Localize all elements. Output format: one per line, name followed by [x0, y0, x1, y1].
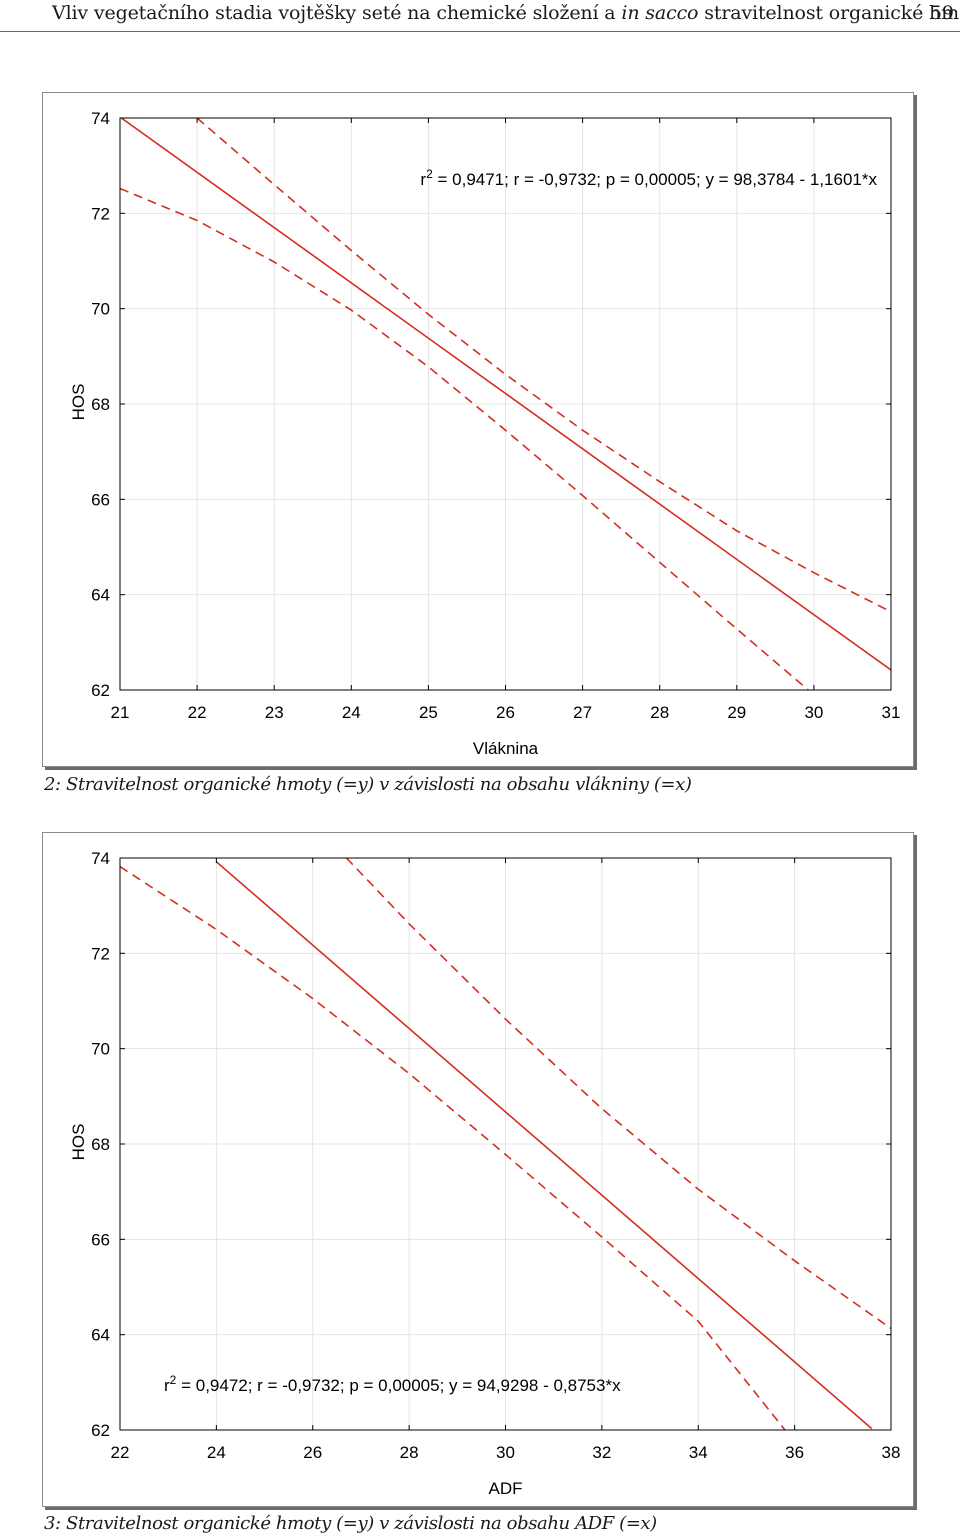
x-axis-label: Vláknina: [473, 739, 539, 758]
x-tick-label: 38: [882, 1443, 901, 1462]
x-tick-label: 26: [496, 703, 515, 722]
chart-vlaknina: 21 22 23 24 25 26 27 28 29 30 31 74 72 70 68 66 64 62 Vlák…: [69, 109, 901, 758]
y-tick-label: 72: [91, 944, 110, 963]
figure-caption-2: 2: Stravitelnost organické hmoty (=y) v …: [44, 774, 692, 795]
x-tick-label: 31: [882, 703, 901, 722]
y-tick-label: 64: [91, 1326, 110, 1345]
y-tick-label: 74: [91, 109, 110, 128]
x-tick-label: 28: [650, 703, 669, 722]
x-tick-label: 27: [573, 703, 592, 722]
x-tick-label: 23: [265, 703, 284, 722]
x-tick-label: 30: [496, 1443, 515, 1462]
x-axis-label: ADF: [489, 1479, 523, 1498]
x-tick-label: 28: [400, 1443, 419, 1462]
y-axis-label: HOS: [69, 1124, 88, 1161]
regression-line: [215, 861, 873, 1430]
y-tick-label: 64: [91, 586, 110, 605]
figure-caption-3: 3: Stravitelnost organické hmoty (=y) v …: [44, 1513, 657, 1534]
plot-area: [120, 858, 891, 1430]
annotation-r2-superscript: 2: [426, 167, 433, 181]
y-tick-label: 74: [91, 849, 110, 868]
annotation-statistics: = 0,9471; r = -0,9732; p = 0,00005; y = …: [433, 170, 878, 189]
y-axis-label: HOS: [69, 384, 88, 421]
plot-area: [120, 118, 891, 690]
y-tick-label: 62: [91, 681, 110, 700]
chart-frame-adf: 22 24 26 28 30 32 34 36 38 74 72 70 68 66 64 62 ADF HOS r2…: [42, 832, 914, 1507]
x-tick-label: 34: [689, 1443, 708, 1462]
y-tick-label: 70: [91, 300, 110, 319]
x-tick-label: 21: [111, 703, 130, 722]
x-tick-label: 30: [804, 703, 823, 722]
x-tick-label: 24: [207, 1443, 226, 1462]
regression-line: [120, 118, 891, 671]
chart-adf: 22 24 26 28 30 32 34 36 38 74 72 70 68 66 64 62 ADF HOS r2…: [69, 849, 901, 1498]
regression-annotation: r2 = 0,9472; r = -0,9732; p = 0,00005; y…: [164, 1373, 621, 1395]
x-tick-label: 32: [592, 1443, 611, 1462]
x-tick-label: 24: [342, 703, 361, 722]
ticks: [119, 857, 892, 1431]
y-tick-label: 68: [91, 395, 110, 414]
y-tick-label: 72: [91, 204, 110, 223]
x-tick-label: 29: [727, 703, 746, 722]
confidence-band-line: [345, 858, 891, 1330]
x-tick-label: 25: [419, 703, 438, 722]
annotation-r2-prefix: r: [164, 1376, 170, 1395]
y-tick-label: 70: [91, 1040, 110, 1059]
title-italic: in sacco: [621, 2, 699, 24]
annotation-r2-superscript: 2: [170, 1373, 177, 1387]
x-tick-label: 22: [111, 1443, 130, 1462]
confidence-band-line: [120, 187, 810, 690]
y-tick-label: 62: [91, 1421, 110, 1440]
annotation-r2-prefix: r: [420, 170, 426, 189]
x-tick-label: 36: [785, 1443, 804, 1462]
running-header: Vliv vegetačního stadia vojtěšky seté na…: [0, 0, 960, 32]
y-tick-label: 66: [91, 490, 110, 509]
regression-annotation: r2 = 0,9471; r = -0,9732; p = 0,00005; y…: [420, 167, 877, 189]
ticks: [119, 117, 892, 691]
x-tick-label: 26: [303, 1443, 322, 1462]
annotation-statistics: = 0,9472; r = -0,9732; p = 0,00005; y = …: [176, 1376, 621, 1395]
x-tick-label: 22: [188, 703, 207, 722]
y-tick-label: 68: [91, 1135, 110, 1154]
confidence-band-line: [120, 865, 786, 1430]
running-header-title: Vliv vegetačního stadia vojtěšky seté na…: [52, 2, 960, 24]
y-tick-label: 66: [91, 1230, 110, 1249]
page-number: 59: [929, 2, 954, 24]
confidence-band-line: [196, 118, 891, 613]
grid: [119, 117, 892, 691]
chart-frame-vlaknina: 21 22 23 24 25 26 27 28 29 30 31 74 72 70 68 66 64 62 Vlák…: [42, 92, 914, 767]
